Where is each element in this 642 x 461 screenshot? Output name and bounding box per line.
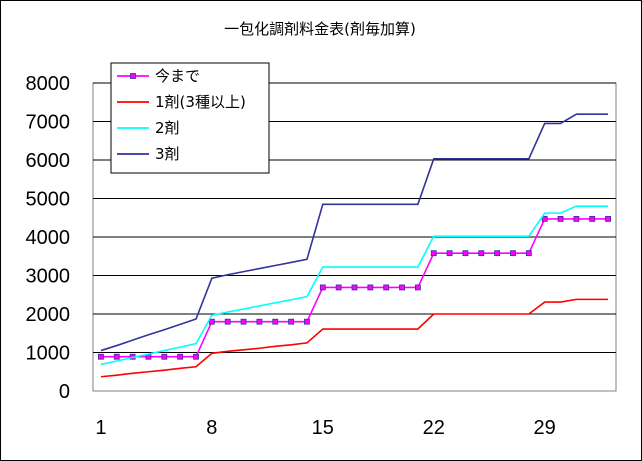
legend-label: 2剤: [155, 119, 180, 137]
y-tick-label: 8000: [26, 73, 71, 95]
legend-label: 今まで: [155, 67, 200, 85]
data-point: [208, 318, 215, 325]
data-point: [573, 216, 580, 222]
legend: 今まで 1剤(3種以上) 2剤 3剤: [110, 62, 270, 174]
data-point: [161, 353, 168, 360]
y-tick-label: 6000: [26, 150, 71, 172]
data-point: [98, 353, 104, 360]
data-point: [288, 318, 295, 325]
y-tick-label: 2000: [26, 304, 71, 326]
y-tick-label: 1000: [26, 343, 71, 365]
data-point: [462, 250, 469, 257]
x-axis: 1 8 15 22 29: [95, 417, 555, 439]
data-point: [177, 353, 184, 360]
data-point: [351, 284, 358, 291]
series-group: [98, 113, 611, 378]
x-tick-label: 15: [312, 417, 334, 439]
data-point: [193, 353, 199, 360]
x-tick-label: 29: [534, 417, 556, 439]
series-line-2: [100, 298, 609, 378]
data-point: [430, 250, 437, 257]
x-tick-label: 22: [423, 417, 445, 439]
y-tick-label: 7000: [26, 112, 71, 134]
data-point: [446, 250, 453, 257]
data-point: [494, 250, 501, 257]
data-point: [319, 284, 326, 291]
y-tick-label: 4000: [26, 227, 71, 249]
data-point: [224, 318, 231, 325]
data-point: [525, 250, 532, 257]
series-line-4: [100, 113, 609, 352]
data-point: [240, 318, 247, 325]
data-point: [478, 250, 485, 257]
data-point: [510, 250, 516, 257]
y-tick-label: 3000: [26, 266, 71, 288]
data-point: [383, 284, 390, 291]
data-point: [541, 216, 548, 222]
series-line-3: [100, 205, 609, 366]
data-point: [113, 353, 120, 360]
data-point: [367, 284, 374, 291]
y-tick-label: 5000: [26, 189, 71, 211]
data-point: [399, 284, 405, 291]
chart-title: 一包化調剤料金表(剤毎加算): [224, 20, 416, 38]
legend-marker: [130, 73, 136, 79]
data-point: [256, 318, 263, 325]
x-tick-label: 1: [95, 417, 106, 439]
data-point: [414, 284, 421, 291]
data-point: [272, 318, 279, 325]
x-tick-label: 8: [206, 417, 217, 439]
data-point: [304, 318, 310, 325]
data-point: [605, 216, 611, 222]
data-point: [589, 216, 596, 222]
data-point: [557, 216, 564, 222]
y-axis: 0 1000 2000 3000 4000 5000 6000 7000 8000: [26, 73, 71, 403]
data-point: [335, 284, 342, 291]
y-tick-label: 0: [59, 381, 70, 403]
legend-label: 3剤: [155, 145, 180, 163]
legend-label: 1剤(3種以上): [155, 93, 246, 111]
